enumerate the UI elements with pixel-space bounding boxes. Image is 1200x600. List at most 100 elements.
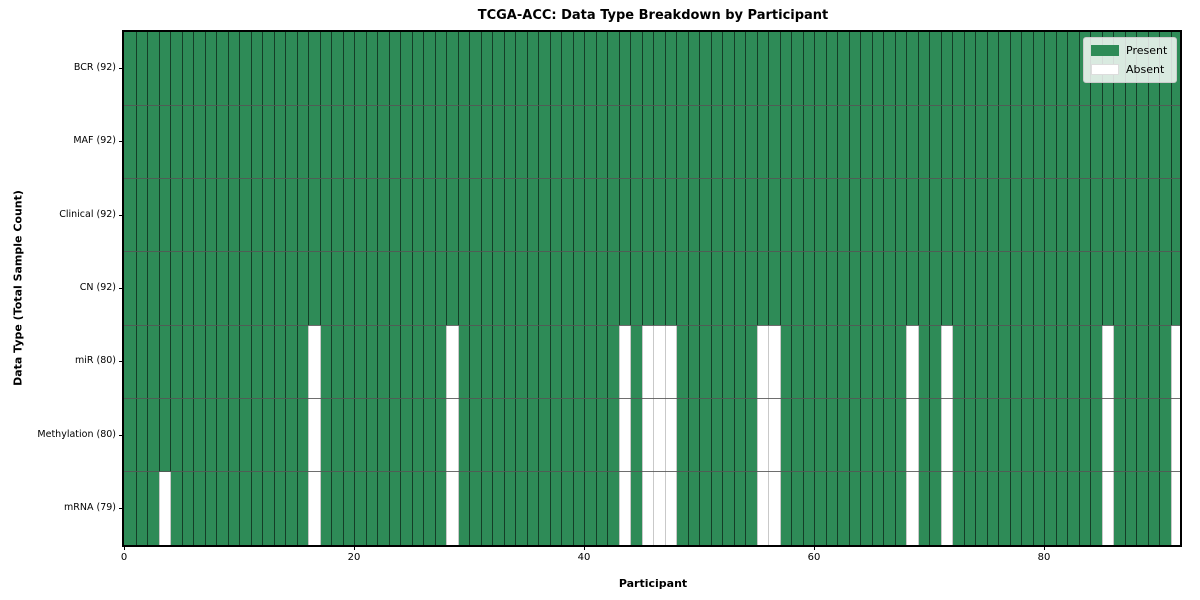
heatmap-cell — [906, 325, 918, 399]
heatmap-cell — [768, 471, 780, 545]
heatmap-cell — [526, 178, 538, 252]
heatmap-cell — [388, 178, 400, 252]
heatmap-cell — [975, 32, 987, 106]
heatmap-cell — [1032, 325, 1044, 399]
heatmap-cell — [250, 178, 262, 252]
heatmap-cell — [469, 32, 481, 106]
heatmap-cell — [664, 471, 676, 545]
row-separator — [124, 178, 1182, 180]
heatmap-cell — [216, 325, 228, 399]
heatmap-cell — [929, 325, 941, 399]
heatmap-cell — [860, 251, 872, 326]
heatmap-cell — [1009, 471, 1021, 545]
heatmap-cell — [1032, 105, 1044, 179]
heatmap-cell — [480, 178, 492, 252]
heatmap-cell — [342, 32, 354, 106]
heatmap-cell — [791, 398, 803, 472]
heatmap-cell — [308, 105, 320, 179]
heatmap-cell — [492, 32, 504, 106]
heatmap-cell — [940, 178, 952, 252]
heatmap-cell — [687, 251, 699, 326]
heatmap-cell — [871, 105, 883, 179]
heatmap-cell — [457, 398, 469, 472]
heatmap-cell — [687, 178, 699, 252]
heatmap-cell — [480, 398, 492, 472]
heatmap-cell — [331, 251, 343, 326]
heatmap-cell — [917, 398, 929, 472]
heatmap-cell — [388, 251, 400, 326]
heatmap-cell — [630, 398, 642, 472]
heatmap-cell — [1078, 178, 1090, 252]
heatmap-cell — [630, 178, 642, 252]
heatmap-cell — [227, 32, 239, 106]
heatmap-cell — [285, 398, 297, 472]
heatmap-cell — [687, 32, 699, 106]
heatmap-cell — [802, 398, 814, 472]
heatmap-cell — [1113, 105, 1125, 179]
heatmap-cell — [319, 251, 331, 326]
heatmap-cell — [1136, 398, 1148, 472]
heatmap-cell — [239, 178, 251, 252]
heatmap-cell — [469, 398, 481, 472]
heatmap-cell — [423, 178, 435, 252]
heatmap-cell — [998, 325, 1010, 399]
heatmap-cell — [860, 178, 872, 252]
heatmap-cell — [262, 251, 274, 326]
heatmap-cell — [204, 32, 216, 106]
heatmap-cell — [1078, 251, 1090, 326]
chart-title: TCGA-ACC: Data Type Breakdown by Partici… — [477, 8, 829, 23]
heatmap-cell — [584, 105, 596, 179]
heatmap-cell — [837, 325, 849, 399]
heatmap-cell — [331, 398, 343, 472]
heatmap-cell — [158, 398, 170, 472]
heatmap-cell — [952, 471, 964, 545]
heatmap-cell — [1021, 325, 1033, 399]
heatmap-cell — [147, 105, 159, 179]
heatmap-cell — [929, 471, 941, 545]
heatmap-cell — [871, 325, 883, 399]
heatmap-cell — [1159, 398, 1171, 472]
heatmap-cell — [1159, 251, 1171, 326]
heatmap-cell — [216, 398, 228, 472]
heatmap-cell — [561, 251, 573, 326]
heatmap-cell — [929, 398, 941, 472]
heatmap-cell — [641, 471, 653, 545]
y-tick-mark — [119, 68, 123, 70]
heatmap-cell — [434, 32, 446, 106]
heatmap-cell — [538, 105, 550, 179]
heatmap-cell — [457, 251, 469, 326]
heatmap-cell — [170, 325, 182, 399]
heatmap-cell — [825, 471, 837, 545]
heatmap-cell — [181, 32, 193, 106]
heatmap-cell — [503, 105, 515, 179]
x-tick-label: 20 — [347, 552, 361, 563]
heatmap-cell — [687, 105, 699, 179]
heatmap-cell — [377, 178, 389, 252]
heatmap-cell — [641, 251, 653, 326]
heatmap-row-mrna — [124, 471, 1182, 545]
heatmap-cell — [1136, 251, 1148, 326]
x-tick-mark — [584, 546, 585, 550]
heatmap-cell — [814, 105, 826, 179]
y-tick-label-mrna: mRNA (79) — [64, 501, 116, 513]
heatmap-cell — [883, 105, 895, 179]
heatmap-cell — [526, 251, 538, 326]
heatmap-cell — [147, 251, 159, 326]
heatmap-cell — [492, 251, 504, 326]
heatmap-cell — [894, 105, 906, 179]
heatmap-cell — [561, 398, 573, 472]
heatmap-cell — [170, 398, 182, 472]
x-axis-label: Participant — [618, 577, 688, 590]
heatmap-cell — [940, 398, 952, 472]
heatmap-cell — [894, 32, 906, 106]
heatmap-cell — [388, 325, 400, 399]
heatmap-cell — [883, 32, 895, 106]
heatmap-cell — [342, 398, 354, 472]
heatmap-cell — [446, 398, 458, 472]
heatmap-cell — [814, 32, 826, 106]
heatmap-cell — [457, 105, 469, 179]
y-tick-mark — [119, 434, 123, 436]
heatmap-cell — [296, 105, 308, 179]
heatmap-cell — [319, 32, 331, 106]
legend-entry-absent: Absent — [1091, 63, 1167, 76]
